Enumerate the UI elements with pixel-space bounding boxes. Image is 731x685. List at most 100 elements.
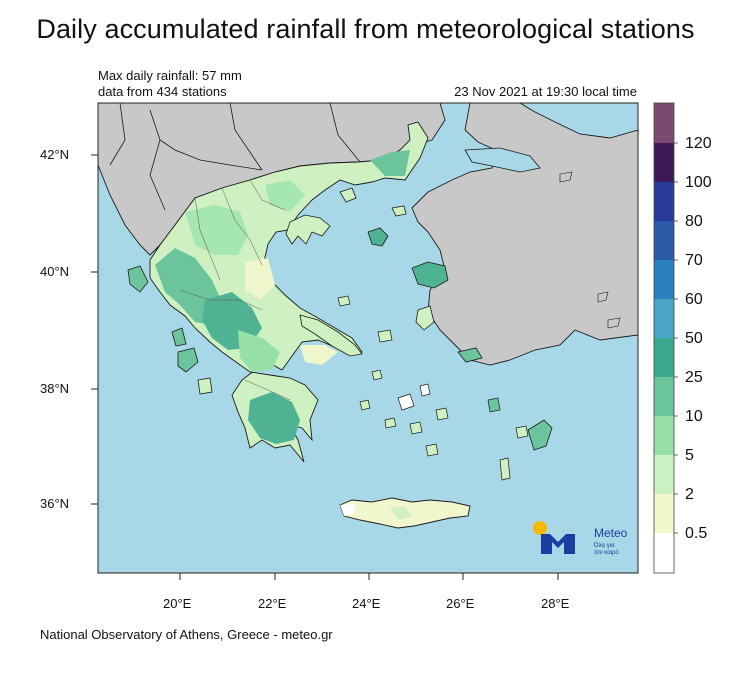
logo-tagline: Όλα για	[593, 543, 615, 549]
region-border	[221, 187, 263, 266]
marmara-sea	[464, 147, 541, 173]
rain-zone-peloponnese	[248, 392, 300, 444]
crete-dry-zone	[340, 504, 356, 516]
skyros	[377, 329, 393, 343]
dodecanese-island	[487, 397, 501, 413]
country-border	[149, 109, 263, 171]
region-border	[244, 379, 291, 401]
legend-swatch	[654, 103, 674, 143]
map-frame	[97, 102, 639, 574]
rain-zone-north	[185, 205, 248, 255]
samothraki	[391, 205, 407, 217]
rhodes	[527, 419, 553, 451]
cyclades-island	[371, 369, 383, 381]
cyclades-island	[409, 421, 423, 435]
footer-credit: National Observatory of Athens, Greece -…	[40, 627, 333, 642]
chalkidiki	[285, 214, 331, 245]
cyclades-island	[425, 443, 439, 457]
legend-label: 120	[685, 135, 712, 152]
cyclades-island	[384, 417, 397, 429]
cyclades-island	[419, 383, 431, 397]
timestamp-text: 23 Nov 2021 at 19:30 local time	[454, 84, 637, 99]
logo-name: Meteo	[594, 526, 628, 540]
legend-swatch	[654, 299, 674, 338]
map-area	[98, 103, 638, 573]
skopelos	[337, 295, 351, 307]
lon-label: 26°E	[446, 596, 475, 611]
islet	[607, 317, 621, 329]
lesvos	[411, 261, 449, 289]
legend-swatch	[654, 416, 674, 455]
black-sea	[519, 103, 638, 139]
legend-label: 10	[685, 408, 703, 425]
legend-swatch	[654, 494, 674, 533]
lat-label: 42°N	[40, 147, 70, 162]
rain-zone-gulf	[238, 330, 280, 372]
meteo-m-icon	[541, 534, 575, 554]
lat-ticks	[91, 154, 98, 505]
lon-label: 20°E	[163, 596, 192, 611]
karpathos	[499, 457, 511, 481]
corfu	[127, 265, 149, 293]
legend-colorbar	[653, 102, 678, 574]
cyclades-island	[435, 407, 449, 421]
turkey-landmass	[411, 103, 638, 366]
legend-label: 50	[685, 330, 703, 347]
islet	[597, 291, 609, 303]
lat-label: 40°N	[40, 264, 70, 279]
lon-label: 22°E	[258, 596, 287, 611]
max-rainfall-text: Max daily rainfall: 57 mm	[98, 68, 242, 83]
kefalonia	[177, 347, 199, 373]
zakynthos	[197, 377, 213, 395]
dodecanese-island	[515, 425, 529, 439]
region-border	[194, 197, 221, 281]
legend-swatch	[654, 143, 674, 182]
cyclades-island	[397, 393, 415, 411]
legend-label: 25	[685, 369, 703, 386]
legend-swatch	[654, 377, 674, 416]
lat-label: 38°N	[40, 381, 70, 396]
legend-swatch	[654, 455, 674, 494]
legend-swatch	[654, 260, 674, 299]
evia	[299, 314, 363, 357]
cyclades-island	[359, 399, 371, 411]
country-border	[229, 103, 263, 171]
map-title: Daily accumulated rainfall from meteorol…	[36, 14, 695, 44]
stations-count-text: data from 434 stations	[98, 84, 227, 99]
country-border	[109, 103, 126, 166]
country-border	[149, 139, 166, 211]
lemnos	[367, 227, 389, 247]
legend-label: 60	[685, 291, 703, 308]
legend-label: 100	[685, 174, 712, 191]
rain-zone-attica	[300, 345, 338, 365]
rain-zone-thessaly	[245, 258, 275, 300]
legend-label: 80	[685, 213, 703, 230]
rain-zone-macedonia	[265, 180, 305, 212]
samos	[457, 347, 483, 363]
country-border	[329, 103, 361, 163]
legend-swatch	[654, 221, 674, 260]
lefkada	[171, 327, 187, 347]
islet	[559, 171, 573, 183]
legend-label: 2	[685, 486, 694, 503]
region-border	[179, 289, 263, 311]
sun-icon	[533, 521, 547, 535]
legend-swatch	[654, 533, 674, 573]
lat-label: 36°N	[40, 496, 70, 511]
lon-label: 28°E	[541, 596, 570, 611]
rain-zone-thrace	[370, 150, 410, 176]
legend-swatch	[654, 182, 674, 221]
logo-tagline: τον καιρό	[594, 549, 619, 556]
region-border	[249, 179, 286, 211]
legend-swatch	[654, 338, 674, 377]
lon-ticks	[179, 573, 559, 580]
chios	[415, 305, 435, 331]
meteo-logo: Meteo Όλα για τον καιρό	[533, 521, 628, 556]
lon-label: 24°E	[352, 596, 381, 611]
crete-rain-zone	[390, 506, 412, 520]
legend-label: 5	[685, 447, 694, 464]
legend-label: 70	[685, 252, 703, 269]
legend-label: 0.5	[685, 525, 708, 542]
thasos	[339, 187, 357, 203]
